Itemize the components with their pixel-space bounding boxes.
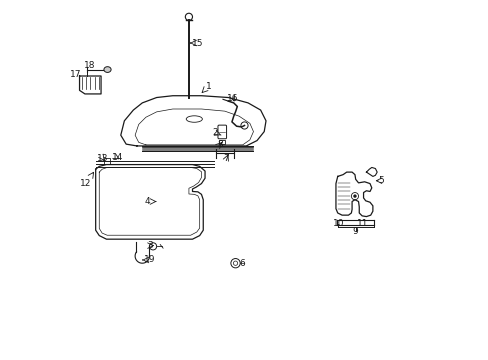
FancyBboxPatch shape (218, 125, 226, 139)
Polygon shape (121, 96, 265, 146)
Text: 11: 11 (356, 219, 368, 228)
Text: 13: 13 (97, 154, 108, 163)
Text: 12: 12 (80, 179, 91, 188)
Text: 17: 17 (70, 70, 81, 79)
Text: 3: 3 (147, 241, 153, 250)
Text: 7: 7 (223, 154, 229, 163)
Text: 15: 15 (192, 39, 203, 48)
Text: 19: 19 (143, 256, 155, 265)
Polygon shape (335, 172, 372, 217)
Text: 16: 16 (227, 94, 238, 103)
Circle shape (351, 193, 358, 200)
Text: 6: 6 (239, 259, 245, 268)
Bar (104, 158, 110, 164)
Text: 10: 10 (332, 219, 344, 228)
Text: 8: 8 (217, 140, 223, 149)
Text: 18: 18 (83, 61, 95, 70)
Ellipse shape (104, 67, 111, 72)
Text: 9: 9 (351, 228, 357, 237)
Circle shape (353, 195, 356, 198)
Text: 2: 2 (212, 128, 218, 137)
Text: 1: 1 (205, 82, 211, 91)
Text: 14: 14 (111, 153, 122, 162)
Text: 5: 5 (378, 176, 384, 185)
Bar (219, 140, 225, 144)
Polygon shape (96, 165, 204, 239)
Text: 4: 4 (144, 197, 150, 206)
Polygon shape (80, 76, 101, 94)
